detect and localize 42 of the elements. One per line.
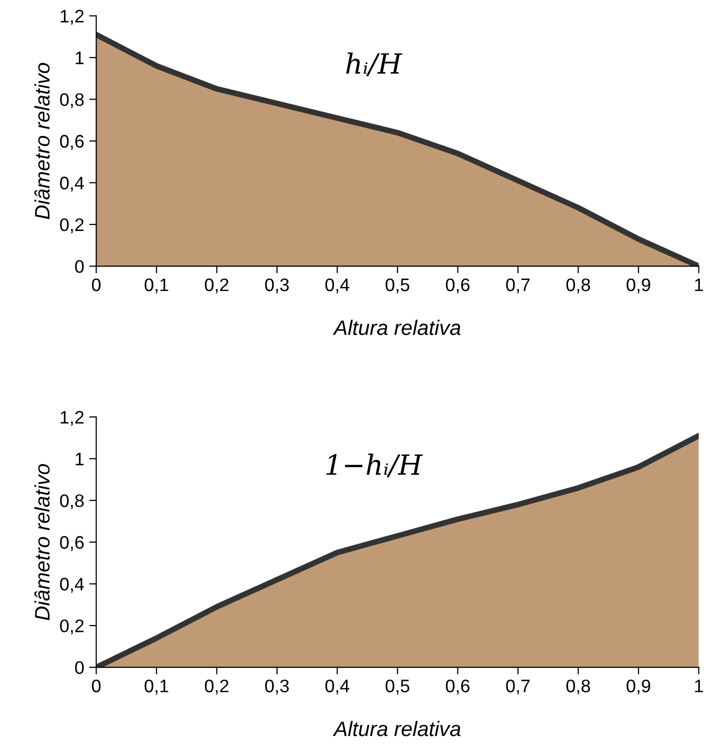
x-tick-label: 0,2 (204, 680, 228, 694)
x-tick-label: 0,8 (566, 278, 590, 294)
x-tick-label: 0,4 (325, 680, 350, 694)
x-tick-label: 0,3 (265, 680, 289, 694)
x-tick-label: 0 (92, 680, 101, 692)
x-tick-label: 0,4 (325, 278, 350, 294)
x-tick-label: 0,9 (626, 278, 650, 294)
y-axis-title: Diâmetro relativo (34, 464, 50, 620)
y-tick-label: 0,4 (60, 176, 84, 192)
x-tick-label: 0,1 (144, 278, 168, 294)
x-tick-label: 0,9 (626, 680, 650, 694)
x-tick-label: 0,7 (506, 680, 530, 694)
x-tick-label: 0,8 (566, 680, 590, 694)
y-tick-label: 0 (75, 661, 84, 674)
x-tick-label: 0,1 (144, 680, 168, 694)
x-tick-label: 0,3 (265, 278, 289, 294)
y-tick-label: 0,6 (60, 134, 84, 150)
annotation: hᵢ/H (346, 52, 402, 76)
x-tick-label: 0,6 (446, 278, 470, 294)
y-tick-label: 0 (75, 260, 84, 273)
y-tick-label: 0,8 (60, 494, 84, 510)
y-tick-label: 0,4 (60, 578, 84, 593)
x-tick-label: 0,5 (386, 680, 410, 694)
x-tick-label: 1 (695, 680, 703, 692)
x-tick-label: 0,2 (204, 278, 228, 294)
y-tick-label: 0,2 (60, 218, 84, 234)
y-tick-label: 0,8 (60, 93, 84, 108)
y-tick-label: 1,2 (60, 410, 84, 426)
x-tick-label: 0 (92, 278, 101, 292)
y-axis-title: Diâmetro relativo (34, 62, 50, 220)
x-axis-title: Altura relativa (332, 720, 460, 736)
x-tick-label: 0,6 (446, 680, 470, 694)
x-tick-label: 0,7 (506, 278, 530, 294)
x-tick-label: 0,5 (386, 278, 410, 294)
annotation: 1−hᵢ/H (326, 454, 423, 478)
y-tick-label: 1 (76, 52, 84, 64)
y-tick-label: 1,2 (60, 10, 84, 25)
y-tick-label: 0,6 (60, 536, 84, 551)
x-axis-title: Altura relativa (332, 320, 460, 336)
y-tick-label: 0,2 (60, 620, 84, 634)
y-tick-label: 1 (76, 452, 84, 466)
x-tick-label: 1 (695, 278, 703, 292)
